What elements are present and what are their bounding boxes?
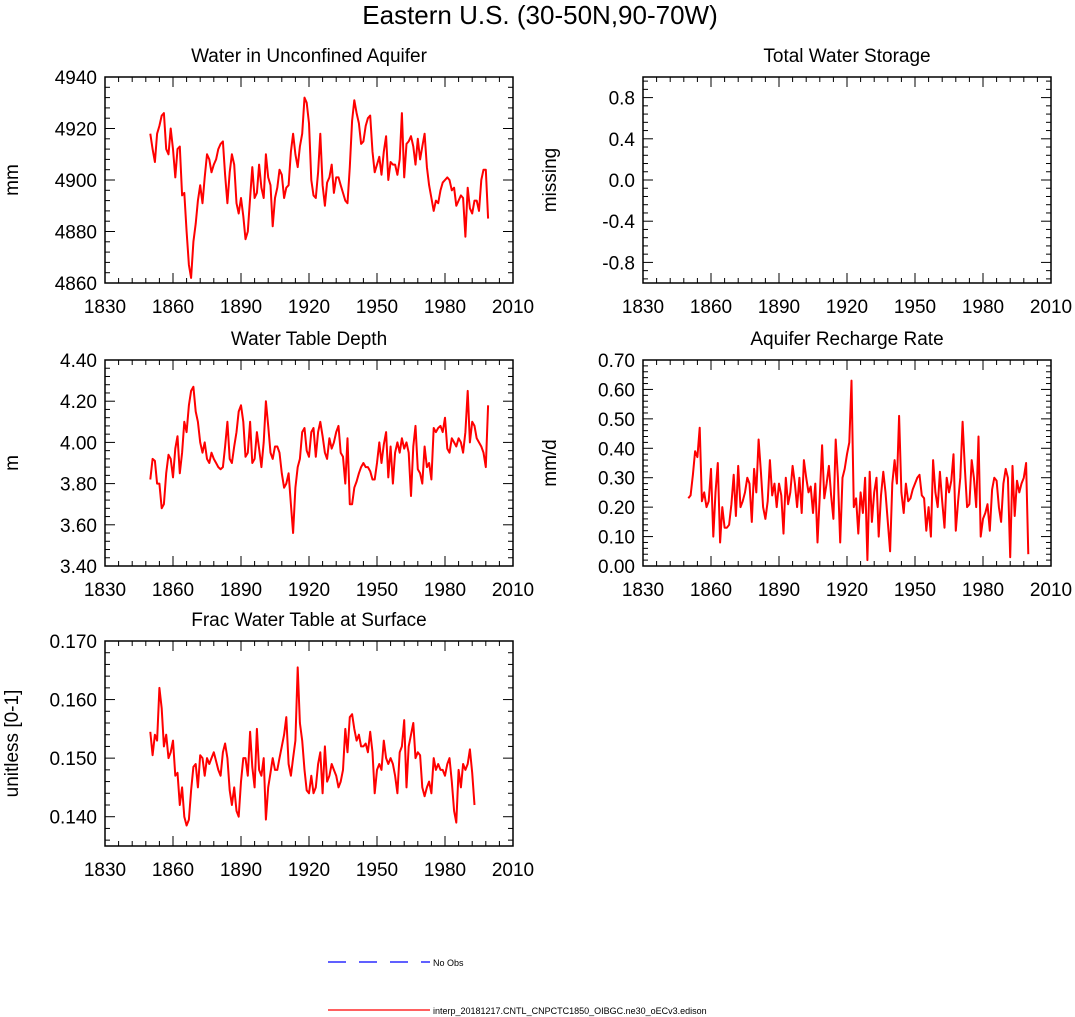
x-tick-label: 1890 [758,580,800,601]
panel-title: Water in Unconfined Aquifer [191,46,428,67]
x-tick-label: 1830 [622,580,664,601]
plot-frame [104,640,514,847]
series-line-water-table-depth [149,385,490,534]
panel-water-in-unconfined-aquifer: Water in Unconfined Aquifer mm 1830 1860 189… [2,46,534,318]
y-tick-label: 0.4 [609,130,636,151]
y-tick-label: 0.70 [598,351,635,372]
x-tick-label: 1860 [152,297,194,318]
legend-label-model: interp_20181217.CNTL_CNPCTC1850_OIBGC.ne… [433,1006,707,1016]
x-tick-label: 1950 [356,580,398,601]
x-tick-label: 1950 [894,297,936,318]
plot-frame [104,359,514,567]
x-tick-label: 1980 [962,580,1004,601]
x-tick-label: 2010 [492,860,534,881]
y-tick-label: 0.30 [598,469,635,490]
y-axis-label: m [2,455,23,471]
panel-total-water-storage: Total Water Storage missing 1830 1860 1890 19… [540,46,1072,318]
y-tick-label: 4.00 [60,433,97,454]
x-tick-label: 1920 [826,580,868,601]
plot-frame [642,359,1052,567]
panel-title: Frac Water Table at Surface [191,610,427,631]
panel-frac-water-table-at-surface: Frac Water Table at Surface unitless [0-1… [2,610,534,881]
y-axis-label: missing [540,148,561,212]
y-tick-label: 4.40 [60,351,97,372]
y-tick-label: 4880 [55,223,97,244]
y-tick-label: 0.20 [598,498,635,519]
x-tick-label: 1890 [220,297,262,318]
legend-item-obs: No Obs [328,958,464,968]
x-tick-label: 1830 [84,297,126,318]
x-tick-label: 1920 [288,580,330,601]
panel-title: Aquifer Recharge Rate [750,329,943,350]
y-tick-label: 3.80 [60,475,97,496]
x-tick-label: 2010 [1030,580,1072,601]
legend-item-model: interp_20181217.CNTL_CNPCTC1850_OIBGC.ne… [328,1006,707,1016]
x-tick-label: 1920 [826,297,868,318]
x-tick-label: 1890 [220,860,262,881]
y-tick-label: 4860 [55,274,97,295]
x-tick-label: 2010 [1030,297,1072,318]
x-tick-label: 1980 [424,860,466,881]
panel-title: Water Table Depth [231,329,387,350]
y-tick-label: 0.140 [49,808,97,829]
y-tick-label: 0.40 [598,439,635,460]
y-tick-label: 3.60 [60,516,97,537]
series-line-frac-water-table-at-surface [149,666,476,827]
x-tick-label: 1860 [690,297,732,318]
plot-frame [642,76,1052,284]
series-line-water-in-unconfined-aquifer [149,96,490,279]
y-tick-label: 0.160 [49,691,97,712]
y-tick-label: 3.40 [60,557,97,578]
y-tick-label: 0.10 [598,528,635,549]
x-tick-label: 1980 [424,297,466,318]
x-tick-label: 1830 [84,860,126,881]
y-tick-label: 4920 [55,120,97,141]
series-line-aquifer-recharge-rate [687,379,1030,562]
y-tick-label: 0.00 [598,557,635,578]
x-tick-label: 1860 [152,860,194,881]
x-tick-label: 1920 [288,860,330,881]
x-tick-label: 1950 [894,580,936,601]
y-axis-label: unitless [0-1] [2,690,23,798]
x-tick-label: 2010 [492,297,534,318]
y-tick-label: 0.150 [49,749,97,770]
y-tick-label: -0.4 [602,212,635,233]
x-tick-label: 1830 [622,297,664,318]
y-tick-label: 4.20 [60,392,97,413]
x-tick-label: 1830 [84,580,126,601]
x-tick-label: 1890 [220,580,262,601]
x-tick-label: 1950 [356,860,398,881]
y-tick-label: 0.50 [598,410,635,431]
y-tick-label: 0.8 [609,89,635,110]
y-tick-label: -0.8 [602,253,635,274]
panel-aquifer-recharge-rate: Aquifer Recharge Rate mm/d 1830 1860 1890 192… [540,329,1072,601]
y-tick-label: 4900 [55,171,97,192]
figure-title: Eastern U.S. (30-50N,90-70W) [362,0,717,30]
legend-label-obs: No Obs [433,958,464,968]
x-tick-label: 1980 [424,580,466,601]
x-tick-label: 1950 [356,297,398,318]
x-tick-label: 1980 [962,297,1004,318]
x-tick-label: 1860 [690,580,732,601]
y-tick-label: 4940 [55,68,97,89]
y-tick-label: 0.170 [49,632,97,653]
y-tick-label: 0.0 [609,171,635,192]
x-tick-label: 2010 [492,580,534,601]
plot-frame [104,76,514,284]
y-axis-label: mm [2,164,23,196]
y-axis-label: mm/d [540,439,561,487]
y-tick-label: 0.60 [598,380,635,401]
legend: No Obs interp_20181217.CNTL_CNPCTC1850_O… [328,958,707,1016]
x-tick-label: 1920 [288,297,330,318]
panel-water-table-depth: Water Table Depth m 1830 1860 1890 1920 1950 19… [2,329,534,601]
panels: Water in Unconfined Aquifer mm 1830 1860 189… [2,46,1072,881]
x-tick-label: 1860 [152,580,194,601]
panel-title: Total Water Storage [763,46,930,67]
x-tick-label: 1890 [758,297,800,318]
